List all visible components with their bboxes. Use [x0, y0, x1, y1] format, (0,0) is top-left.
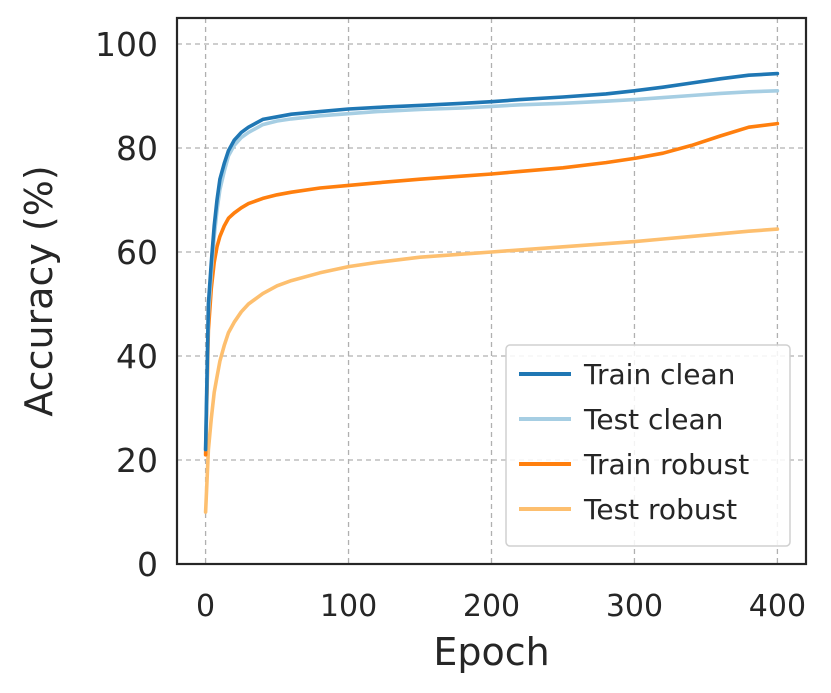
y-tick-label: 100 — [95, 25, 158, 64]
series-line-train-robust — [203, 121, 780, 457]
y-tick-label: 80 — [116, 129, 158, 168]
y-axis-title: Accuracy (%) — [17, 165, 61, 416]
y-tick-label: 0 — [137, 545, 158, 584]
legend-label: Train clean — [583, 358, 735, 391]
x-axis-ticks: 0 100 200 300 400 — [196, 589, 806, 624]
x-tick-label: 100 — [320, 589, 377, 624]
y-tick-label: 60 — [116, 233, 158, 272]
legend: Train clean Test clean Train robust Test ro… — [505, 344, 791, 547]
legend-label: Test clean — [583, 403, 723, 436]
legend-label: Test robust — [583, 493, 737, 526]
plot-frame — [175, 16, 808, 566]
series-line-train-clean — [203, 71, 780, 452]
y-tick-label: 40 — [116, 337, 158, 376]
y-tick-label: 20 — [116, 441, 158, 480]
series-layer — [203, 71, 780, 514]
x-tick-label: 200 — [463, 589, 520, 624]
x-tick-label: 0 — [196, 589, 215, 624]
series-line-test-robust — [203, 227, 780, 514]
x-tick-label: 400 — [749, 589, 806, 624]
y-axis-ticks: 0 20 40 60 80 100 — [95, 25, 158, 584]
legend-label: Train robust — [583, 448, 749, 481]
x-tick-label: 300 — [606, 589, 663, 624]
legend-box — [505, 344, 791, 547]
x-axis-title: Epoch — [433, 630, 549, 674]
